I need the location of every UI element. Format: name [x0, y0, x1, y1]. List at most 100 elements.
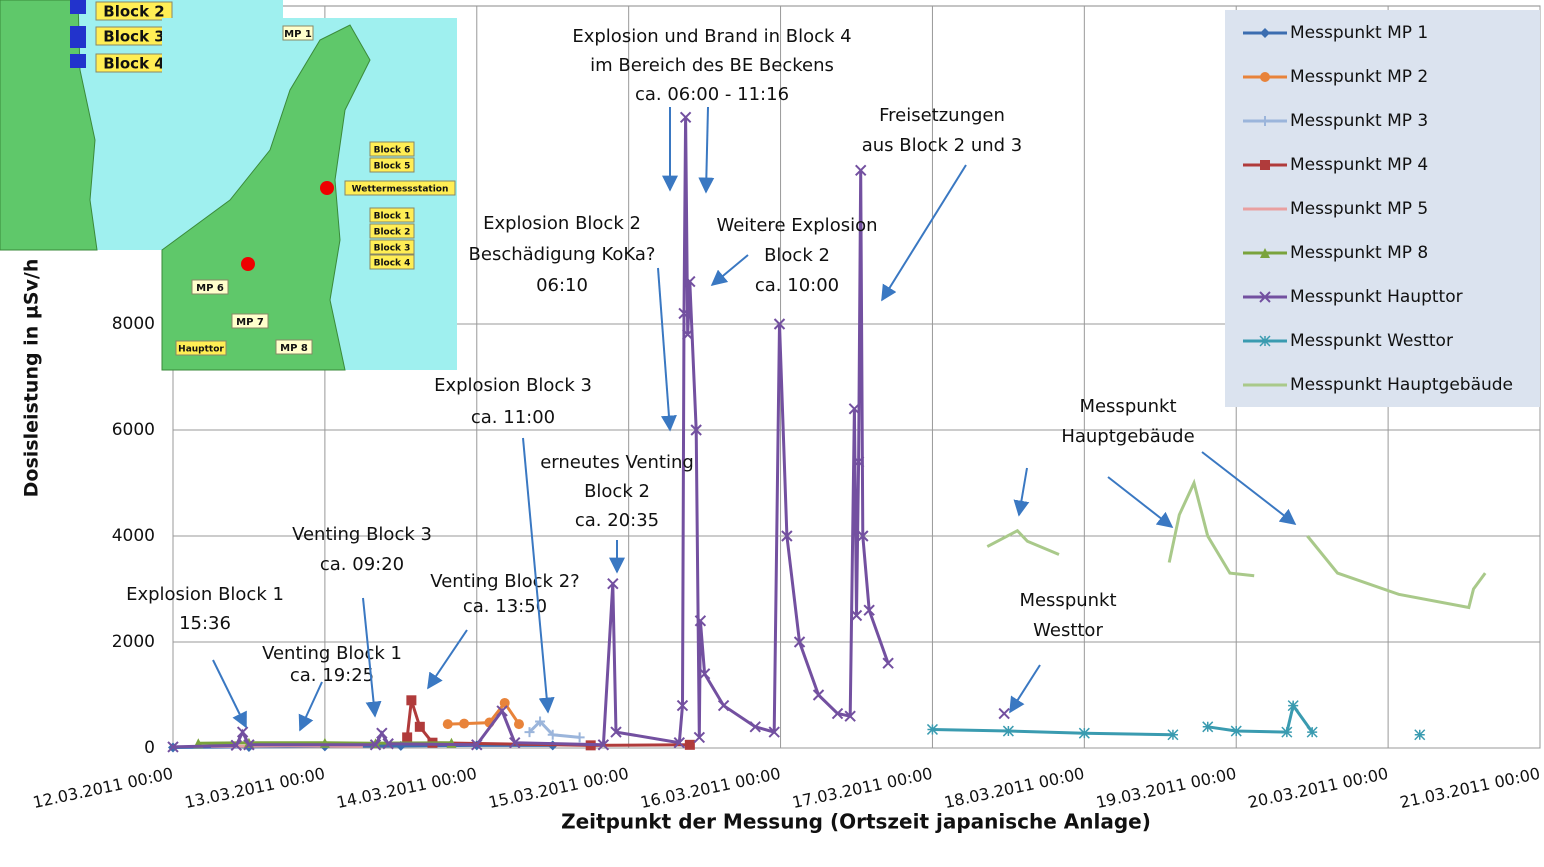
legend-label: Messpunkt MP 8: [1290, 243, 1428, 263]
marker: [850, 609, 863, 622]
map-label: MP 1: [284, 29, 312, 40]
marker: [694, 615, 707, 627]
marker: [863, 604, 875, 616]
annotation: Messpunkt: [1079, 396, 1176, 417]
marker: [442, 719, 453, 730]
marker: [831, 707, 844, 720]
marker: [848, 403, 861, 415]
x-tick-label: 19.03.2011 00:00: [1094, 764, 1238, 812]
marker: [243, 739, 255, 751]
map-label-box: [191, 279, 229, 295]
annotation: Freisetzungen: [879, 105, 1005, 126]
map-label: Block 4: [374, 259, 411, 269]
marker: [684, 739, 695, 750]
series-line: [528, 719, 580, 739]
annotation-arrow: [1013, 467, 1030, 517]
legend-label: Messpunkt MP 3: [1290, 111, 1428, 131]
marker: [597, 739, 610, 751]
marker: [926, 723, 938, 735]
annotation: ca. 20:35: [575, 510, 659, 531]
map-station: [320, 181, 334, 195]
map-label-box: [344, 180, 456, 196]
marker: [499, 697, 510, 708]
map-label: Block 3: [374, 244, 411, 254]
marker: [1260, 248, 1270, 258]
marker: [402, 732, 413, 743]
marker: [773, 318, 786, 330]
x-tick-label: 15.03.2011 00:00: [487, 764, 631, 812]
marker: [1414, 729, 1426, 741]
marker: [676, 699, 689, 712]
marker: [230, 739, 242, 752]
marker: [812, 689, 825, 701]
annotation: Explosion Block 3: [434, 375, 592, 396]
map-block: [70, 26, 86, 48]
marker: [459, 718, 470, 729]
map-label-box: [369, 157, 415, 173]
legend-label: Messpunkt MP 5: [1290, 199, 1428, 219]
map-label-box: [369, 207, 415, 223]
annotation: Venting Block 1: [262, 643, 402, 664]
marker: [1167, 729, 1179, 741]
x-axis-title: Zeitpunkt der Messung (Ortszeit japanisc…: [561, 810, 1151, 834]
map-label: Wettermessstation: [352, 185, 449, 195]
annotation: Block 2: [584, 481, 650, 502]
annotation-arrow: [1107, 476, 1174, 528]
annotation-arrow: [657, 267, 677, 432]
marker: [1281, 726, 1293, 738]
annotation: ca. 13:50: [463, 596, 547, 617]
map-inset: MP 1 Block 6 Block 5 Wettermessstation Block…: [161, 18, 457, 371]
annotation: Messpunkt: [1019, 590, 1116, 611]
marker: [682, 328, 694, 341]
marker: [693, 731, 706, 744]
x-tick-label: 18.03.2011 00:00: [942, 764, 1086, 812]
y-tick-label: 6000: [112, 420, 155, 440]
marker: [369, 739, 382, 751]
x-tick-label: 12.03.2011 00:00: [31, 764, 175, 812]
map-label: Block 3: [103, 28, 164, 46]
annotation-arrow: [710, 254, 749, 287]
annotation-arrow: [298, 681, 323, 732]
marker: [768, 726, 780, 738]
marker: [717, 699, 730, 712]
map-block: [70, 54, 86, 68]
marker: [1260, 160, 1270, 170]
legend-label: Messpunkt Hauptgebäude: [1290, 375, 1513, 395]
legend-label: Messpunkt MP 2: [1290, 67, 1428, 87]
y-tick-label: 0: [144, 738, 155, 758]
marker: [1287, 700, 1299, 712]
marker: [749, 721, 761, 733]
marker: [236, 726, 249, 738]
marker: [698, 668, 711, 680]
x-tick-label: 14.03.2011 00:00: [335, 764, 479, 812]
y-tick-label: 8000: [112, 314, 155, 334]
marker: [167, 741, 179, 753]
x-tick-label: 16.03.2011 00:00: [639, 764, 783, 812]
annotation: ca. 09:20: [320, 554, 404, 575]
marker: [496, 705, 508, 717]
marker: [509, 736, 521, 749]
y-tick-label: 4000: [112, 526, 155, 546]
marker: [690, 424, 702, 436]
map-station: [241, 257, 255, 271]
legend-label: Messpunkt MP 1: [1290, 23, 1428, 43]
map-block: [70, 0, 86, 14]
annotation-arrow: [1009, 664, 1041, 714]
map-label-box: [369, 141, 415, 157]
x-tick-label: 20.03.2011 00:00: [1246, 764, 1390, 812]
marker: [513, 719, 524, 730]
map-label: Block 5: [374, 162, 411, 172]
legend: Messpunkt MP 1 Messpunkt MP 2 Messpunkt MP…: [1225, 10, 1540, 407]
marker: [1230, 725, 1242, 737]
map-label-box: [95, 1, 173, 21]
map-label-box: [231, 313, 269, 329]
map-label: Block 6: [374, 146, 411, 156]
marker: [1306, 726, 1318, 738]
marker: [855, 164, 867, 177]
marker: [1259, 335, 1271, 347]
annotation-arrow: [212, 659, 247, 729]
map-label-box: [369, 239, 415, 255]
annotation: Explosion Block 1: [126, 584, 284, 605]
map-label-box: [175, 340, 227, 356]
